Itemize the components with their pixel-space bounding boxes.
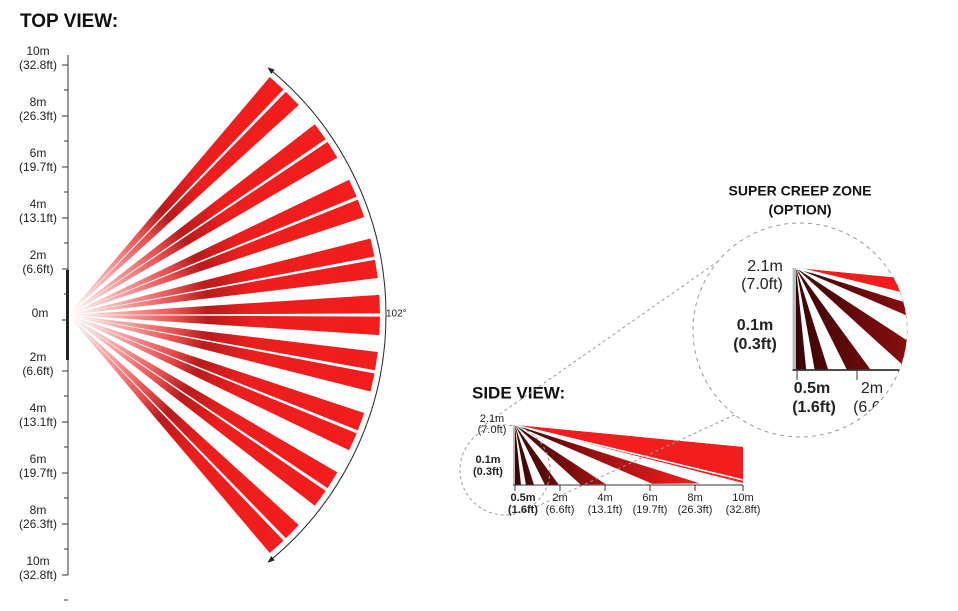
sensor-wall	[792, 268, 796, 370]
label-m: 2m	[552, 492, 567, 504]
angle-arc	[267, 67, 387, 563]
label-m: 10m	[26, 44, 49, 58]
label-m: 2m	[30, 350, 47, 364]
label-ft: (19.7ft)	[633, 504, 668, 516]
gap	[515, 425, 526, 485]
label-ft: (13.1ft)	[19, 211, 57, 225]
label-ft: (32.8ft)	[19, 58, 57, 72]
height-low-ft: (0.3ft)	[473, 466, 503, 478]
angle-label: 102°	[386, 309, 407, 320]
label-ft: (26.3ft)	[19, 109, 57, 123]
height-low-ft: (0.3ft)	[733, 336, 777, 353]
label-m: 6m	[642, 492, 657, 504]
label-ft: (26.3ft)	[19, 517, 57, 531]
label-ft: (6.6ft)	[22, 364, 53, 378]
gap	[515, 425, 743, 485]
gap-line	[795, 266, 907, 363]
beam	[68, 238, 375, 315]
label-ft: (26.3ft)	[678, 504, 713, 516]
gap	[796, 268, 907, 371]
label-m: 10m	[732, 492, 753, 504]
beam	[68, 315, 365, 431]
zoom-link	[479, 259, 721, 429]
beam	[68, 179, 357, 315]
beam	[68, 294, 380, 315]
beam	[68, 124, 326, 316]
label-m: 2m	[861, 380, 883, 397]
gap	[796, 268, 907, 371]
beam	[68, 259, 378, 315]
label-ft: (6.6ft)	[546, 504, 575, 516]
label-m: 4m	[30, 197, 47, 211]
label-ft: (6.6ft)	[22, 262, 53, 276]
gap-line	[514, 424, 744, 481]
zoom-side-view	[792, 266, 907, 371]
beam	[68, 315, 284, 553]
label-m: 0.5m	[510, 492, 535, 504]
label-m: 10m	[26, 554, 49, 568]
label-m: 4m	[30, 401, 47, 415]
beam	[68, 199, 365, 315]
top-view-fan	[68, 77, 380, 553]
label-ft: (32.8ft)	[19, 568, 57, 582]
zoom-subtitle: (OPTION)	[769, 202, 832, 218]
label-m: 0.5m	[794, 380, 830, 397]
beam	[68, 315, 299, 539]
label-m: 4m	[597, 492, 612, 504]
label-m: 2m	[30, 248, 47, 262]
height-top-m: 2.1m	[747, 258, 783, 275]
beam	[68, 77, 284, 315]
gap	[515, 425, 545, 485]
height-low-m: 0.1m	[737, 317, 773, 334]
top-view-title: TOP VIEW:	[20, 11, 118, 32]
label-m: 6m	[30, 146, 47, 160]
zoom-title: SUPER CREEP ZONE	[729, 183, 872, 199]
beam	[68, 91, 299, 316]
gap	[796, 268, 847, 370]
side-view-labels: 0.5m(1.6ft) 2m(6.6ft) 4m(13.1ft) 6m(19.7ft)…	[473, 413, 760, 516]
label-ft: (13.1ft)	[19, 415, 57, 429]
beam	[68, 315, 326, 506]
beam	[68, 315, 378, 371]
label-ft: (13.1ft)	[588, 504, 623, 516]
label-ft: (19.7ft)	[19, 466, 57, 480]
height-top-m: 2.1m	[480, 413, 504, 425]
label-m: 8m	[30, 95, 47, 109]
label-ft: (19.7ft)	[19, 160, 57, 174]
height-low-m: 0.1m	[475, 454, 500, 466]
side-view-title: SIDE VIEW:	[472, 383, 565, 402]
sensor	[66, 270, 69, 360]
top-view-labels: 10m(32.8ft)8m(26.3ft)6m(19.7ft)4m(13.1ft…	[19, 44, 68, 601]
label-ft: (1.6ft)	[508, 504, 538, 516]
label-m: 6m	[30, 452, 47, 466]
label-m: 8m	[30, 503, 47, 517]
gap	[515, 425, 655, 485]
beam	[68, 315, 375, 392]
beam	[68, 315, 380, 336]
zoom-link	[524, 409, 746, 513]
beam	[68, 315, 357, 451]
label-ft: (32.8ft)	[726, 504, 761, 516]
sensor-wall	[513, 425, 515, 485]
height-top-ft: (7.0ft)	[741, 276, 783, 293]
label-ft: (6.6ft)	[853, 399, 895, 416]
zoom-source	[459, 424, 551, 516]
height-top-ft: (7.0ft)	[478, 424, 507, 436]
label-m: 0m	[32, 306, 49, 320]
gap	[515, 425, 581, 485]
gap	[796, 268, 815, 370]
label-ft: (1.6ft)	[792, 399, 836, 416]
side-view	[513, 424, 744, 486]
label-m: 8m	[687, 492, 702, 504]
